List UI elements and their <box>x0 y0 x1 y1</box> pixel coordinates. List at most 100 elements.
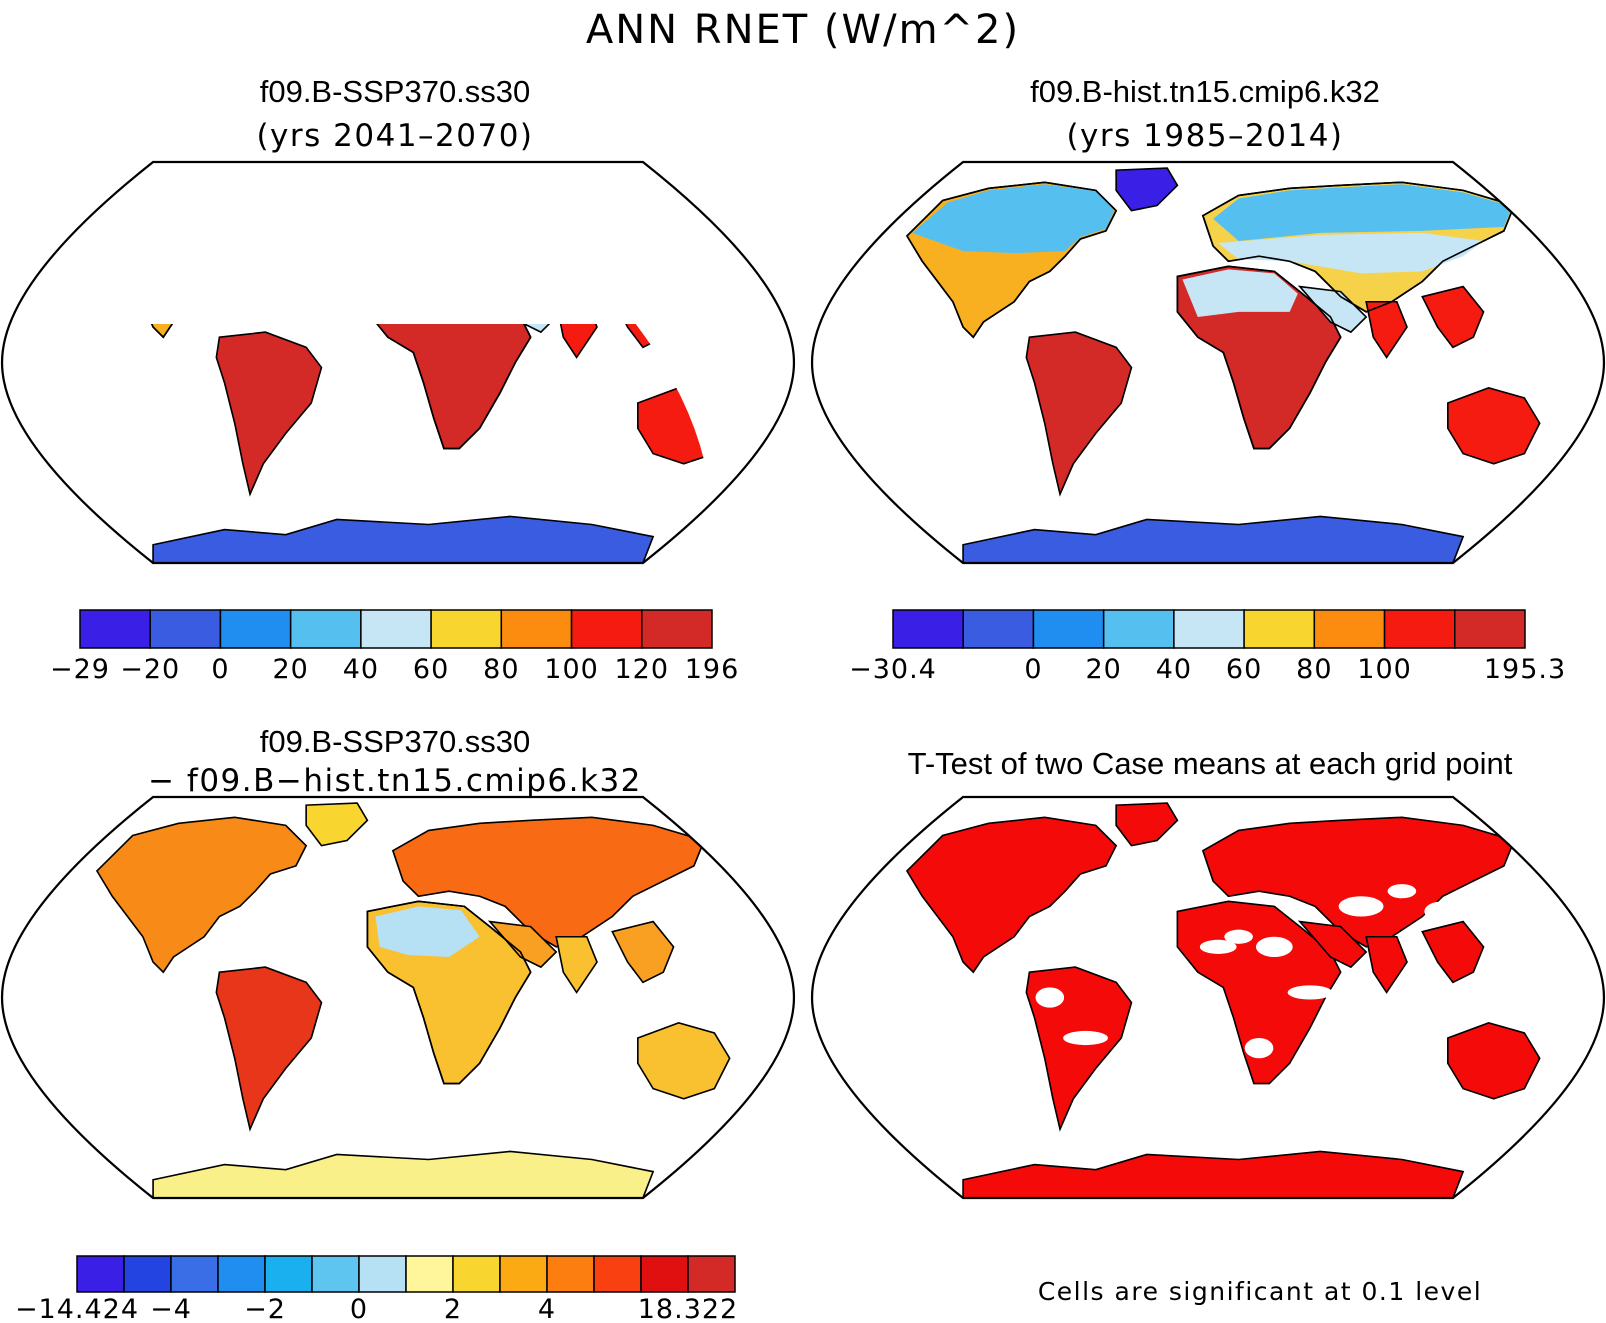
colorbar-swatch <box>149 609 222 649</box>
colorbar-swatch <box>593 1255 642 1293</box>
insignificant-cell <box>1287 985 1333 1000</box>
colorbar-swatch <box>219 609 292 649</box>
panel-case1: f09.B-SSP370.ss30 (yrs 2041–2070) <box>256 74 533 154</box>
insignificant-cell <box>1244 1038 1274 1059</box>
land-northAmerica <box>95 816 308 974</box>
band-north-america-cold <box>912 184 1115 254</box>
colorbar-swatch <box>1313 609 1386 649</box>
land-seAsia <box>1421 285 1485 349</box>
land-southAmerica <box>1025 331 1133 497</box>
land-seAsia <box>1421 920 1485 984</box>
land-india <box>1365 935 1408 994</box>
map-case2 <box>810 160 1606 565</box>
band-eurasia-mid <box>1218 232 1484 274</box>
land-southAmerica <box>215 966 323 1132</box>
panel-case2-title: f09.B-hist.tn15.cmip6.k32 <box>1030 74 1380 109</box>
colorbar-tick-label: −20 <box>120 654 180 685</box>
insignificant-cell <box>1338 896 1384 917</box>
map-case1 <box>0 160 796 565</box>
insignificant-cell <box>1424 901 1462 922</box>
land-europe <box>391 816 706 948</box>
map-diff <box>0 795 796 1200</box>
land-antarctica <box>152 1150 655 1198</box>
panel-case1-subtitle: (yrs 2041–2070) <box>256 118 533 154</box>
colorbar-tick-label: 20 <box>1085 654 1121 685</box>
colorbar-tick-label: 195.3 <box>1484 654 1566 685</box>
colorbar-swatch <box>687 1255 736 1293</box>
colorbar-swatch <box>892 609 964 649</box>
land-australia <box>1447 1021 1541 1100</box>
land-arabia <box>487 324 558 334</box>
panel-case1-title: f09.B-SSP370.ss30 <box>260 74 531 109</box>
colorbar-tick-label: 100 <box>544 654 599 685</box>
colorbar-swatch <box>1383 609 1456 649</box>
colorbar-swatch <box>641 609 713 649</box>
colorbar-swatch <box>170 1255 219 1293</box>
map-frame <box>0 795 796 1200</box>
panel-diff-title: f09.B-SSP370.ss30 <box>260 724 531 759</box>
colorbar-swatch <box>500 609 573 649</box>
colorbar-swatch <box>76 1255 125 1293</box>
colorbar-tick-label: 80 <box>483 654 519 685</box>
land-greenland <box>1115 802 1179 847</box>
land-greenland <box>305 802 369 847</box>
colorbar-case2: −30.4 0 20 40 60 80 100 195.3 <box>849 609 1566 685</box>
colorbar-swatch <box>360 609 432 649</box>
colorbar-swatch <box>405 1255 454 1293</box>
land-arabia <box>487 920 558 969</box>
colorbar-swatch <box>570 609 643 649</box>
colorbar-tick-label: 0 <box>350 1294 368 1323</box>
colorbar-diff: −14.424 −4 −2 0 2 4 18.322 <box>15 1255 738 1323</box>
land-antarctica <box>962 515 1465 563</box>
colorbar-swatch <box>546 1255 595 1293</box>
band-sahara <box>1182 269 1298 317</box>
band-eurasia-cold <box>1213 184 1513 241</box>
colorbar-swatch <box>217 1255 266 1293</box>
map-background <box>2 162 794 563</box>
insignificant-cell <box>1063 1030 1108 1046</box>
colorbar-swatch <box>1173 609 1245 649</box>
insignificant-cell <box>1387 884 1417 899</box>
land-australia <box>637 1021 731 1100</box>
colorbar-tick-label: 120 <box>615 654 670 685</box>
colorbar-tick-label: 60 <box>1226 654 1262 685</box>
colorbar-swatch <box>640 1255 689 1293</box>
colorbar-swatch <box>311 1255 360 1293</box>
colorbar-tick-label: 80 <box>1296 654 1332 685</box>
colorbar-swatch <box>79 609 151 649</box>
panel-diff-subtitle: − f09.B−hist.tn15.cmip6.k32 <box>148 763 642 799</box>
colorbar-tick-label: −30.4 <box>849 654 937 685</box>
map-ttest <box>810 795 1606 1200</box>
insignificant-cell <box>1224 929 1253 944</box>
colorbar-swatch <box>1454 609 1526 649</box>
land-southAmerica <box>1025 966 1133 1132</box>
colorbar-tick-label: 18.322 <box>638 1294 738 1323</box>
colorbar-tick-label: −29 <box>50 654 110 685</box>
land-southAmerica <box>215 331 323 497</box>
figure-title: ANN RNET (W/m^2) <box>586 7 1020 53</box>
land-arabia <box>1297 920 1368 969</box>
colorbar-tick-label: 196 <box>685 654 740 685</box>
land-australia <box>1447 386 1541 465</box>
land-seAsia <box>611 920 675 984</box>
colorbar-tick-label: 40 <box>343 654 379 685</box>
colorbar-case1: −29 −20 0 20 40 60 80 100 120 196 <box>50 609 740 685</box>
colorbar-tick-label: −2 <box>244 1294 286 1323</box>
map-frame <box>0 160 796 565</box>
map-frame <box>810 160 1606 565</box>
colorbar-swatch <box>289 609 362 649</box>
insignificant-cell <box>1255 936 1293 957</box>
land-india <box>555 324 598 359</box>
colorbar-tick-label: −14.424 <box>15 1294 139 1323</box>
colorbar-tick-label: 4 <box>538 1294 556 1323</box>
insignificant-cell <box>1035 987 1065 1008</box>
panel-case2-subtitle: (yrs 1985–2014) <box>1066 118 1343 154</box>
colorbar-swatch <box>1102 609 1175 649</box>
colorbar-tick-label: 60 <box>413 654 449 685</box>
colorbar-swatch <box>358 1255 407 1293</box>
colorbar-swatch <box>1032 609 1105 649</box>
insignificant-cell <box>1199 939 1237 954</box>
colorbar-tick-label: 100 <box>1357 654 1412 685</box>
colorbar-tick-label: 0 <box>1024 654 1042 685</box>
